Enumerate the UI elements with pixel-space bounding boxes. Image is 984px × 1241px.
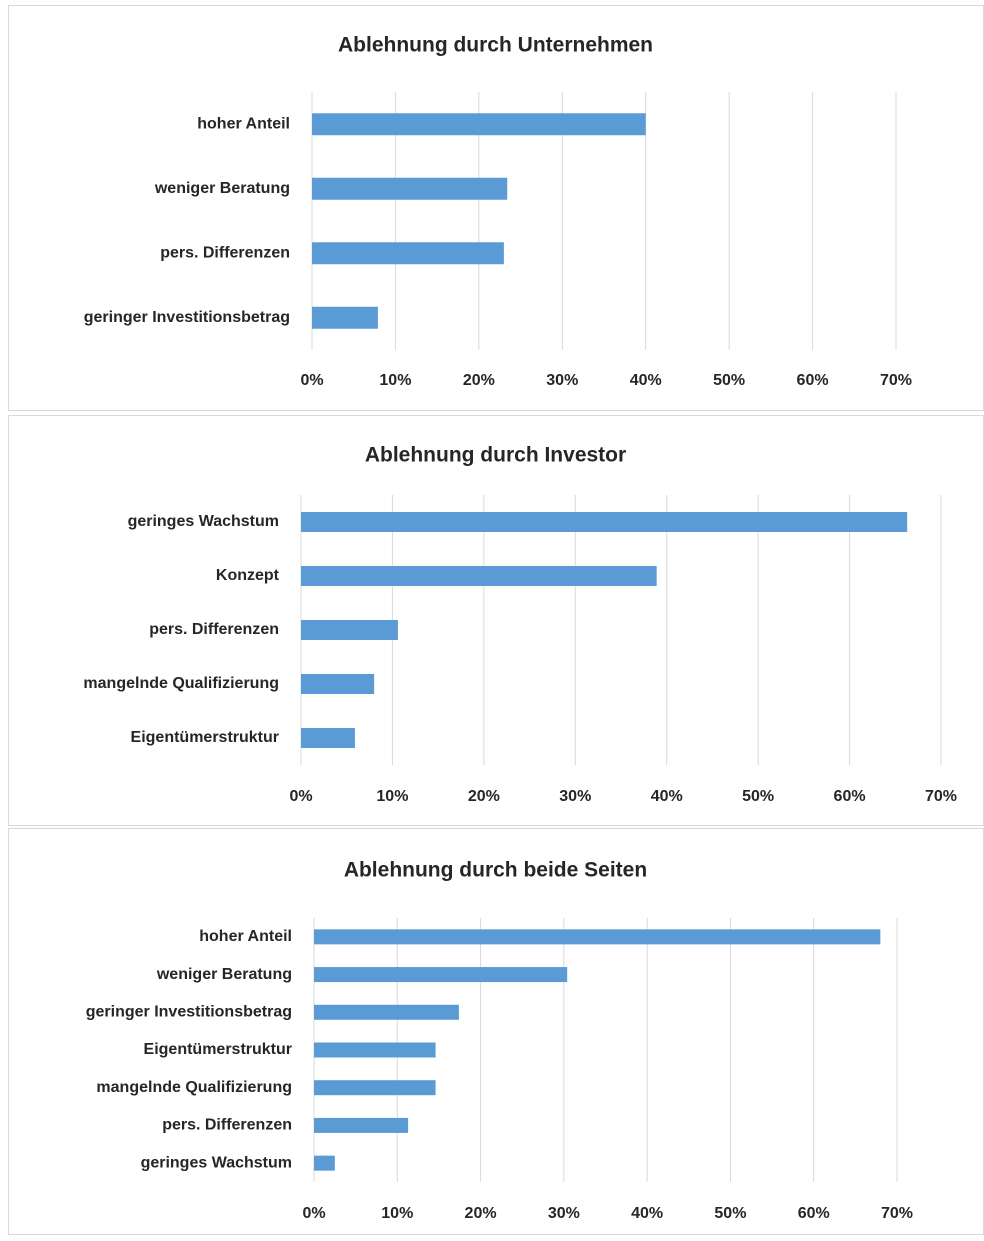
- x-tick-label: 20%: [465, 1205, 497, 1222]
- x-tick-label: 70%: [880, 372, 912, 389]
- y-tick-label: geringes Wachstum: [141, 1154, 292, 1171]
- bar: [301, 620, 398, 640]
- y-tick-label: Eigentümerstruktur: [144, 1041, 292, 1058]
- bar: [312, 306, 378, 329]
- x-tick-label: 60%: [834, 788, 866, 805]
- bar: [301, 566, 657, 586]
- chart-frame: [8, 5, 984, 411]
- chart-frame: [8, 828, 984, 1235]
- y-tick-label: geringer Investitionsbetrag: [84, 309, 290, 326]
- x-tick-label: 0%: [289, 788, 312, 805]
- bar: [301, 512, 908, 532]
- y-tick-label: weniger Beratung: [156, 966, 292, 983]
- x-tick-label: 40%: [631, 1205, 663, 1222]
- x-tick-label: 50%: [713, 372, 745, 389]
- x-tick-label: 50%: [742, 788, 774, 805]
- y-tick-label: pers. Differenzen: [160, 244, 290, 261]
- y-tick-label: mangelnde Qualifizierung: [96, 1079, 292, 1096]
- bar: [312, 177, 508, 200]
- y-tick-label: hoher Anteil: [197, 115, 290, 132]
- x-tick-label: 30%: [546, 372, 578, 389]
- x-tick-label: 60%: [797, 372, 829, 389]
- chart-title: Ablehnung durch Unternehmen: [338, 34, 653, 57]
- x-tick-label: 20%: [468, 788, 500, 805]
- x-tick-label: 40%: [630, 372, 662, 389]
- x-tick-label: 10%: [376, 788, 408, 805]
- x-tick-label: 70%: [881, 1205, 913, 1222]
- y-tick-label: geringer Investitionsbetrag: [86, 1004, 292, 1021]
- bar: [314, 967, 568, 983]
- x-tick-label: 60%: [798, 1205, 830, 1222]
- bar: [314, 1004, 459, 1020]
- y-tick-label: hoher Anteil: [199, 928, 292, 945]
- x-tick-label: 20%: [463, 372, 495, 389]
- bar: [314, 1155, 335, 1171]
- bar: [314, 1042, 436, 1058]
- bar: [314, 1080, 436, 1096]
- x-tick-label: 10%: [379, 372, 411, 389]
- x-tick-label: 0%: [300, 372, 323, 389]
- chart-title: Ablehnung durch beide Seiten: [344, 859, 647, 882]
- y-tick-label: Konzept: [216, 567, 280, 584]
- y-tick-label: geringes Wachstum: [128, 513, 279, 530]
- y-tick-label: pers. Differenzen: [149, 621, 279, 638]
- y-tick-label: weniger Beratung: [154, 180, 290, 197]
- x-tick-label: 30%: [548, 1205, 580, 1222]
- x-tick-label: 30%: [559, 788, 591, 805]
- x-tick-label: 40%: [651, 788, 683, 805]
- bar: [301, 728, 355, 748]
- bar: [312, 242, 504, 265]
- y-tick-label: Eigentümerstruktur: [131, 729, 279, 746]
- bar: [314, 929, 881, 945]
- bar: [301, 674, 375, 694]
- x-tick-label: 70%: [925, 788, 957, 805]
- x-tick-label: 10%: [381, 1205, 413, 1222]
- x-tick-label: 50%: [714, 1205, 746, 1222]
- x-tick-label: 0%: [302, 1205, 325, 1222]
- bar: [312, 113, 646, 136]
- chart-title: Ablehnung durch Investor: [365, 444, 626, 467]
- y-tick-label: mangelnde Qualifizierung: [83, 675, 279, 692]
- bar: [314, 1117, 409, 1133]
- y-tick-label: pers. Differenzen: [162, 1117, 292, 1134]
